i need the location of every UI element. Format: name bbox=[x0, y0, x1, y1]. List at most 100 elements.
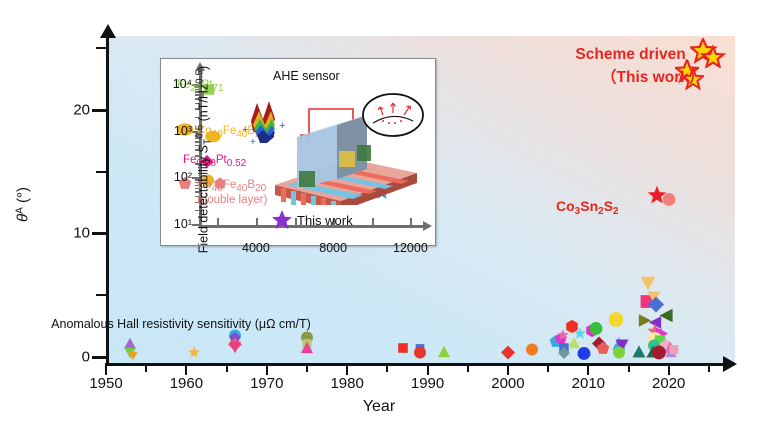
inset-y-minor-tick bbox=[195, 181, 200, 184]
y-tick bbox=[92, 232, 107, 236]
co3sn2s2-sub1: 3 bbox=[574, 206, 581, 217]
x-minor-tick bbox=[707, 363, 710, 372]
inset-y-minor-tick bbox=[195, 137, 200, 140]
data-point-marker bbox=[647, 185, 667, 210]
inset-y-major-tick bbox=[192, 130, 201, 133]
co3sn2s2-mid: Sn bbox=[580, 198, 599, 214]
y-tick bbox=[92, 108, 107, 112]
annotation-co3sn2s2: Co3Sn2S2 bbox=[556, 198, 619, 217]
inset-x-tick bbox=[255, 218, 258, 226]
data-point-marker bbox=[397, 341, 409, 359]
data-point-marker bbox=[589, 321, 603, 340]
data-point-marker bbox=[577, 346, 591, 365]
inset-y-minor-tick bbox=[195, 144, 200, 147]
magnifier-inset-icon bbox=[362, 93, 424, 137]
y-minor-tick bbox=[96, 170, 107, 173]
x-tick bbox=[426, 363, 429, 375]
inset-data-point bbox=[214, 176, 227, 195]
inset-legend-marker bbox=[176, 121, 194, 143]
inset-ylabel-sub: T bbox=[202, 138, 214, 145]
inset-y-minor-tick bbox=[195, 88, 200, 91]
inset-y-minor-tick bbox=[195, 209, 200, 212]
x-tick-label: 2000 bbox=[491, 375, 525, 392]
data-point-marker bbox=[300, 341, 314, 359]
x-axis-line bbox=[106, 363, 725, 366]
data-point-marker bbox=[668, 342, 679, 360]
x-minor-tick bbox=[225, 363, 228, 372]
data-point-marker bbox=[565, 320, 579, 339]
x-tick-label: 2010 bbox=[571, 375, 606, 392]
sensor-fin bbox=[297, 115, 371, 189]
data-point-marker bbox=[612, 346, 625, 364]
data-point-marker bbox=[640, 276, 656, 297]
data-point-marker bbox=[638, 314, 652, 333]
annotation-scheme-driven: Scheme driven （This work） bbox=[575, 36, 730, 87]
data-point-marker bbox=[647, 296, 664, 318]
inset-y-minor-tick bbox=[195, 149, 200, 151]
data-point-marker bbox=[632, 344, 646, 363]
data-point-marker bbox=[500, 345, 515, 365]
inset-data-point bbox=[202, 83, 215, 101]
inset-y-minor-tick bbox=[195, 184, 200, 187]
y-axis-title: θA (°) bbox=[15, 160, 32, 250]
co3sn2s2-sub2: 2 bbox=[598, 206, 604, 217]
x-tick bbox=[587, 363, 590, 375]
data-point-marker bbox=[558, 346, 571, 364]
inset-x-axis-title: Anomalous Hall resistivity sensitivity (… bbox=[51, 317, 311, 331]
y-minor-tick bbox=[96, 47, 107, 50]
double-star-icon bbox=[688, 36, 730, 70]
data-point-marker bbox=[228, 341, 241, 359]
x-tick bbox=[667, 363, 670, 375]
x-tick bbox=[346, 363, 349, 375]
inset-x-tick-label: 4000 bbox=[242, 241, 270, 255]
inset-data-point bbox=[200, 155, 214, 173]
x-minor-tick bbox=[145, 363, 148, 372]
inset-y-minor-tick bbox=[195, 163, 200, 165]
ahe-sensor-title: AHE sensor bbox=[273, 69, 340, 83]
inset-y-arrow-icon bbox=[195, 62, 205, 71]
inset-y-minor-tick bbox=[195, 98, 200, 100]
data-point-marker bbox=[567, 336, 580, 354]
inset-x-tick bbox=[217, 218, 220, 226]
annotation-scheme-line2: （This work） bbox=[601, 69, 705, 86]
svg-text:+: + bbox=[279, 120, 285, 132]
inset-y-minor-tick bbox=[195, 102, 200, 105]
inset-y-axis-line bbox=[199, 71, 202, 225]
scheme-text: Scheme driven bbox=[575, 46, 686, 63]
data-point-marker bbox=[653, 334, 666, 352]
x-minor-tick bbox=[305, 363, 308, 372]
y-axis-symbol: θ bbox=[14, 213, 32, 222]
data-point-marker bbox=[123, 337, 137, 355]
inset-y-minor-tick bbox=[195, 94, 200, 96]
inset-x-tick bbox=[333, 218, 336, 226]
inset-y-minor-tick bbox=[195, 201, 200, 204]
data-point-marker bbox=[574, 326, 587, 345]
inset-y-minor-tick bbox=[195, 141, 200, 143]
y-axis-line bbox=[106, 36, 109, 366]
fermi-surface-icon: + + + bbox=[242, 101, 285, 148]
inset-ylabel-symbol: S bbox=[196, 144, 211, 154]
svg-text:+: + bbox=[242, 124, 248, 136]
data-point-marker bbox=[647, 323, 664, 345]
inset-ylabel-sup: 0.5 bbox=[194, 124, 206, 139]
inset-y-tick-label: 10⁴ bbox=[172, 77, 192, 92]
inset-y-minor-tick bbox=[195, 132, 200, 135]
data-point-marker bbox=[679, 65, 706, 95]
y-tick-label: 20 bbox=[73, 101, 90, 119]
x-minor-tick bbox=[466, 363, 469, 372]
y-minor-tick bbox=[96, 293, 107, 296]
inset-ylabel-unit-end: ) bbox=[196, 65, 211, 70]
svg-text:+: + bbox=[250, 137, 256, 148]
inset-y-tick-label: 10³ bbox=[173, 123, 192, 138]
data-point-marker bbox=[557, 328, 569, 346]
inset-y-major-tick bbox=[192, 177, 201, 180]
x-tick-label: 1960 bbox=[169, 375, 204, 392]
x-tick-label: 1970 bbox=[250, 375, 284, 392]
inset-legend-label-CoFeB-double: Co40Fe40B20 (double layer) bbox=[197, 179, 268, 206]
data-point-marker bbox=[648, 315, 662, 334]
inset-x-axis-line bbox=[199, 225, 423, 228]
inset-y-minor-tick bbox=[195, 116, 200, 119]
data-point-marker bbox=[608, 312, 624, 333]
co3sn2s2-pre: Co bbox=[556, 198, 575, 214]
